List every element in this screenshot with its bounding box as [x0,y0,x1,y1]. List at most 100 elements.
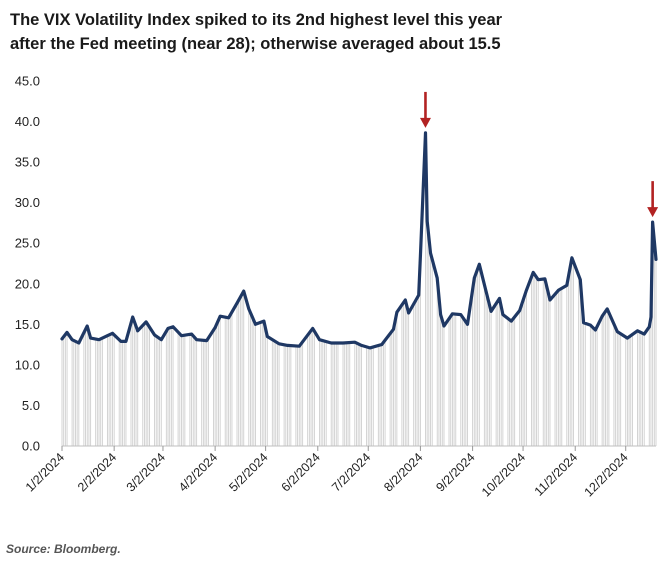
data-point [106,334,109,337]
data-point [368,346,372,350]
data-point [643,332,646,336]
data-point [360,344,363,347]
data-point [286,344,289,347]
data-point [395,310,399,314]
data-point [404,298,407,302]
data-point [65,331,69,334]
data-point [153,333,156,337]
data-point [439,313,442,316]
x-tick-label: 1/2/2024 [23,450,67,494]
data-point [654,258,658,261]
x-axis: 1/2/2024 2/2/2024 3/2/2024 4/2/2024 5/2/2024… [23,445,656,499]
y-tick-label: 25.0 [15,236,40,251]
data-point [266,335,269,338]
data-point [330,341,333,345]
data-point [124,340,128,343]
data-point [171,325,175,328]
x-tick-label: 4/2/2024 [176,450,220,494]
data-point [489,310,493,313]
data-point [589,323,592,327]
data-point [531,271,535,274]
data-point [543,277,547,281]
data-point [451,312,454,315]
data-point [353,340,356,344]
data-point [417,293,420,297]
data-point [582,321,585,324]
y-axis: 0.0 5.0 10.0 15.0 20.0 25.0 30.0 35.0 40.0 45.0 [15,74,40,454]
data-point [478,263,481,266]
data-point [570,256,574,260]
x-tick-label: 8/2/2024 [381,450,425,494]
data-point [425,220,429,223]
data-point [484,289,488,293]
x-tick-label: 5/2/2024 [226,450,270,494]
data-point [537,278,540,281]
data-point [616,330,619,333]
data-point [180,334,183,337]
y-tick-label: 20.0 [15,276,40,291]
data-point [144,320,148,324]
daily-bars [61,132,657,446]
data-point [227,316,230,320]
chart-title: The VIX Volatility Index spiked to its 2… [10,8,660,56]
source-note: Source: Bloomberg. [6,542,121,556]
data-point [636,329,639,333]
data-point [213,326,217,329]
data-point [341,341,345,345]
data-point [89,336,92,340]
data-point [318,338,321,341]
data-point [195,338,198,341]
data-point [392,328,395,331]
data-point [600,315,604,318]
data-point [436,276,439,280]
data-point [60,337,64,341]
y-tick-label: 35.0 [15,155,40,170]
data-point [510,319,513,323]
y-tick-label: 15.0 [15,317,40,332]
data-point [277,342,281,345]
data-point [111,332,114,335]
data-point [565,284,569,287]
data-point [557,289,560,292]
chart-title-line-2: after the Fed meeting (near 28); otherwi… [10,35,501,53]
data-point [419,255,422,258]
data-point [77,341,81,345]
x-tick-label: 11/2/2024 [532,450,581,499]
data-point [311,327,314,330]
x-tick-label: 9/2/2024 [433,450,477,494]
y-tick-label: 30.0 [15,195,40,210]
data-point [205,339,208,342]
data-point [97,338,101,341]
data-point [242,289,245,293]
peak-arrow-head [647,207,659,218]
data-point [218,315,222,318]
x-tick-label: 12/2/2024 [582,450,631,499]
y-tick-label: 5.0 [22,398,40,413]
x-tick-label: 6/2/2024 [279,450,323,494]
y-tick-label: 0.0 [22,439,40,454]
data-point [651,220,654,224]
data-point [86,324,89,328]
data-point [501,313,505,316]
chart-annotations [419,91,659,218]
data-point [190,332,193,336]
data-point [648,325,651,328]
y-tick-label: 10.0 [15,357,40,372]
data-point [262,319,266,323]
data-point [525,289,528,292]
data-point [70,338,74,341]
x-tick-label: 3/2/2024 [124,450,168,494]
data-point [254,323,257,326]
data-point [459,313,463,316]
y-tick-label: 40.0 [15,114,40,129]
data-point [424,131,427,135]
y-tick-label: 45.0 [15,74,40,89]
data-point [298,345,301,348]
peak-arrow-head [419,117,431,128]
data-point [380,343,383,346]
data-point [466,323,469,326]
data-point [649,315,653,319]
chart-title-line-1: The VIX Volatility Index spiked to its 2… [10,11,503,29]
vix-series [60,131,658,350]
